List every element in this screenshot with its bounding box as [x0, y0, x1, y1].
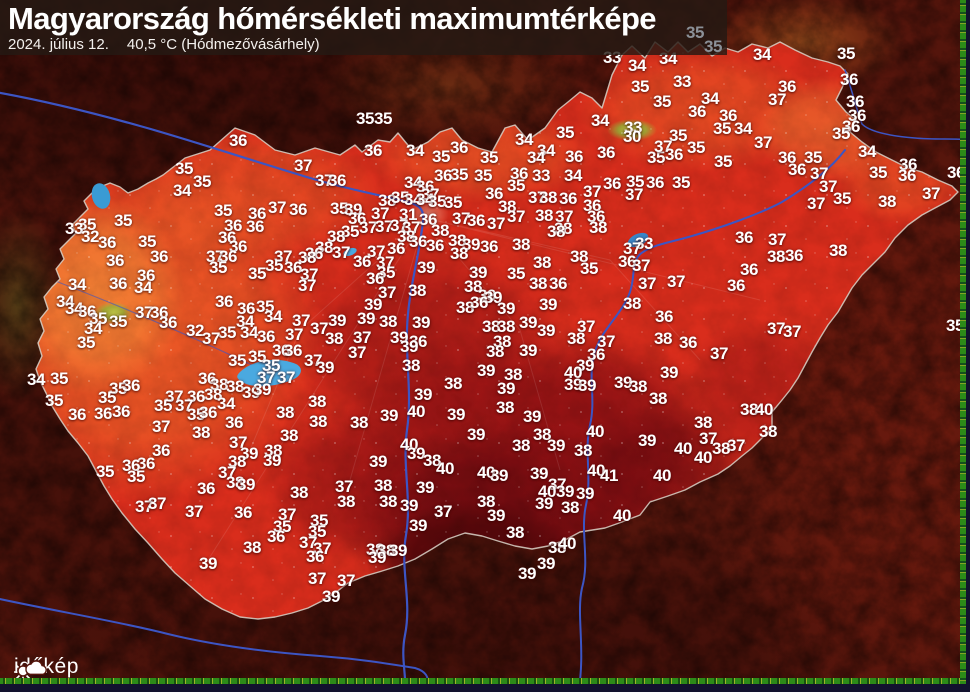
- road-network: [207, 217, 761, 561]
- rivers: [0, 69, 970, 692]
- tisza-river: [577, 149, 846, 692]
- idokep-logo: időkép: [14, 655, 79, 682]
- bodrog-river: [844, 69, 970, 141]
- drava-river: [0, 598, 430, 691]
- lake-balaton: [237, 359, 301, 387]
- map-edge-bottom: [0, 678, 970, 684]
- danube-river: [0, 91, 425, 692]
- title-bar: Magyarország hőmérsékleti maximumtérképe…: [0, 0, 727, 55]
- hungary-border: [35, 41, 959, 620]
- right-bar: [966, 0, 970, 692]
- lake-ferto: [91, 183, 111, 209]
- lake-velence: [343, 247, 357, 257]
- lake-tisza: [627, 232, 649, 248]
- subtitle: 2024. július 12. 40,5 °C (Hódmezővásárhel…: [8, 36, 727, 53]
- map-date: 2024. július 12.: [8, 36, 109, 53]
- page-title: Magyarország hőmérsékleti maximumtérképe: [8, 1, 657, 36]
- cloud-sun-icon: [14, 660, 47, 682]
- record-temperature: 40,5 °C (Hódmezővásárhely): [126, 36, 320, 53]
- map-edge-right: [960, 0, 966, 684]
- bottom-bar: [0, 684, 970, 692]
- lakes: [91, 183, 649, 387]
- raba-river: [57, 281, 259, 369]
